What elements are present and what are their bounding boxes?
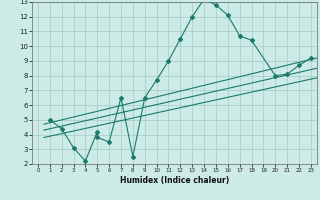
X-axis label: Humidex (Indice chaleur): Humidex (Indice chaleur) (120, 176, 229, 185)
